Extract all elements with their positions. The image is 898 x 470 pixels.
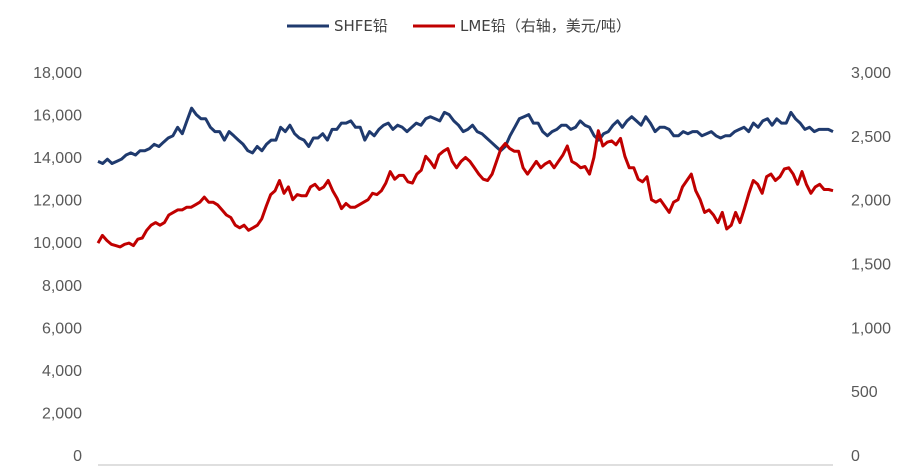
series-line-lme — [96, 129, 834, 249]
legend-label-shfe: SHFE铅 — [334, 17, 388, 35]
right-tick-label: 1,500 — [851, 257, 891, 274]
left-tick-label: 10,000 — [33, 235, 82, 252]
right-axis: 0 500 1,000 1,500 2,000 2,500 3,000 — [851, 65, 891, 465]
right-tick-label: 3,000 — [851, 65, 891, 82]
right-tick-label: 500 — [851, 384, 878, 401]
left-tick-label: 18,000 — [33, 65, 82, 82]
right-tick-label: 0 — [851, 448, 860, 465]
left-tick-label: 8,000 — [42, 278, 82, 295]
left-tick-label: 4,000 — [42, 363, 82, 380]
right-tick-label: 2,500 — [851, 129, 891, 146]
legend: SHFE铅 LME铅（右轴，美元/吨） — [287, 17, 631, 35]
legend-label-lme: LME铅（右轴，美元/吨） — [460, 17, 631, 35]
right-tick-label: 2,000 — [851, 193, 891, 210]
left-tick-label: 0 — [73, 448, 82, 465]
left-tick-label: 16,000 — [33, 108, 82, 125]
left-tick-label: 12,000 — [33, 193, 82, 210]
series-line-shfe — [97, 106, 834, 165]
left-tick-label: 2,000 — [42, 405, 82, 422]
left-tick-label: 6,000 — [42, 320, 82, 337]
left-axis: 0 2,000 4,000 6,000 8,000 10,000 12,000 14,000 1… — [33, 65, 82, 465]
series-layer — [96, 106, 834, 249]
left-tick-label: 14,000 — [33, 150, 82, 167]
right-tick-label: 1,000 — [851, 320, 891, 337]
